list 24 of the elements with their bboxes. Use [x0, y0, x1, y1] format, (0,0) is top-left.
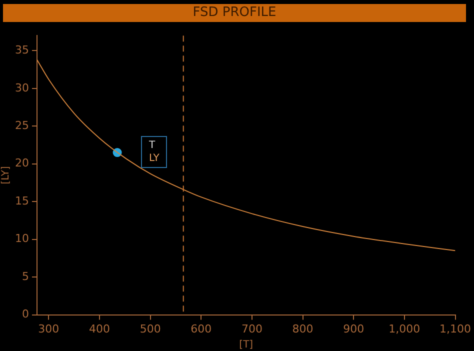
line-series	[36, 59, 456, 252]
x-tick-label: 800	[292, 322, 314, 336]
x-tick-label: 300	[38, 322, 60, 336]
x-tick-label: 900	[343, 322, 364, 336]
y-tick-label: 5	[22, 270, 29, 283]
tooltip-box: T LY	[141, 136, 167, 168]
chart-title: FSD PROFILE	[3, 4, 466, 22]
y-tick-label: 30	[14, 81, 29, 94]
x-tick-label: 600	[190, 322, 212, 336]
y-tick-label: 35	[14, 44, 29, 57]
x-tick-label: 1,100	[440, 322, 472, 336]
x-tick-label: 400	[89, 322, 110, 336]
x-tick-label: 1,000	[388, 322, 420, 336]
y-tick-label: 20	[14, 156, 29, 170]
x-axis-title: [T]	[239, 340, 254, 351]
annotation: T	[149, 139, 156, 152]
x-tick-label: 500	[140, 322, 161, 336]
annotation: LY	[149, 152, 160, 165]
y-tick-label: 15	[14, 194, 29, 208]
y-tick-label: 10	[14, 232, 29, 246]
y-tick-label: 25	[14, 119, 29, 132]
y-tick-label: 0	[22, 308, 29, 321]
x-tick-label: 700	[241, 322, 262, 336]
y-axis-title: [LY]	[0, 166, 12, 184]
